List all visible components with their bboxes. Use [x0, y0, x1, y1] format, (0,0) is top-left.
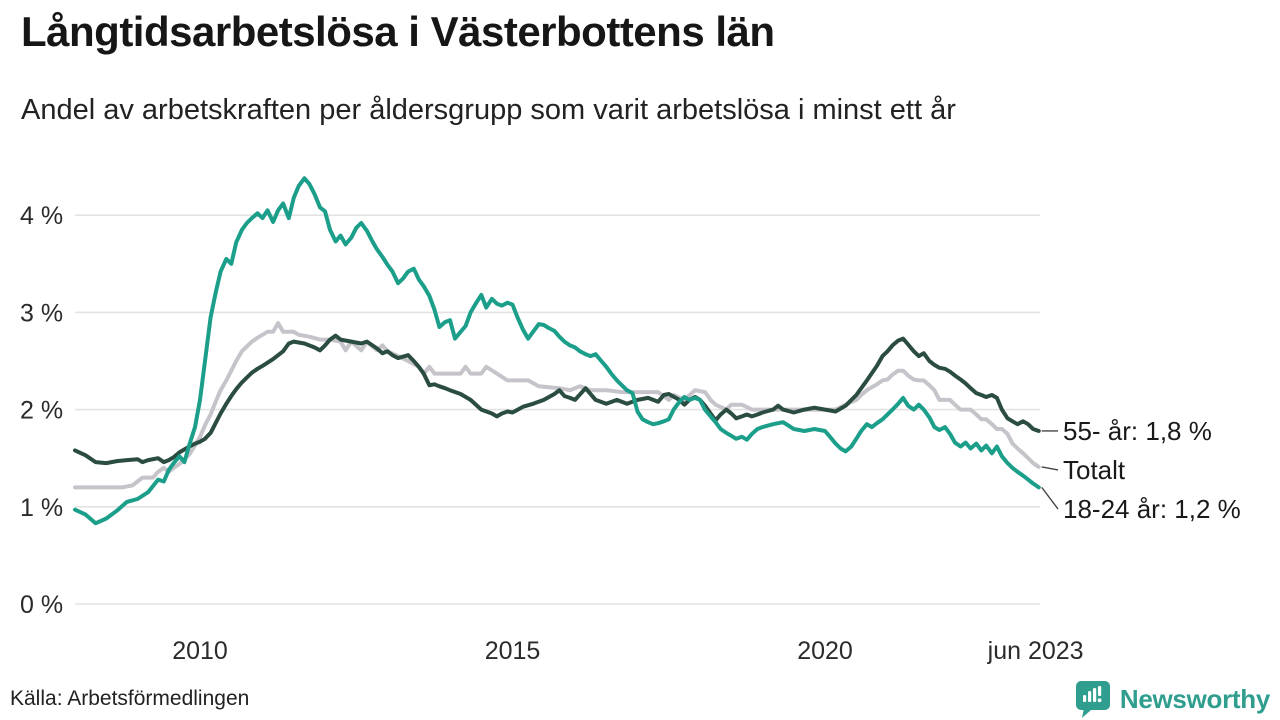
newsworthy-bars-icon	[1075, 681, 1110, 718]
series-line-55plus	[73, 333, 1041, 466]
y-tick-label: 2 %	[20, 397, 63, 425]
series-end-label-55plus: 55- år: 1,8 %	[1063, 416, 1212, 446]
y-tick-label: 4 %	[20, 202, 63, 230]
chart-title: Långtidsarbetslösa i Västerbottens län	[21, 8, 775, 55]
x-tick-label: 2020	[797, 637, 853, 665]
y-tick-label: 3 %	[20, 299, 63, 327]
series-line-18-24	[73, 176, 1041, 526]
series-end-label-18-24: 18-24 år: 1,2 %	[1063, 494, 1241, 524]
x-tick-label: 2015	[485, 637, 541, 665]
newsworthy-logo: Newsworthy	[1074, 679, 1270, 719]
series-end-label-totalt: Totalt	[1063, 455, 1126, 485]
y-tick-label: 0 %	[20, 591, 63, 619]
x-tick-label: 2010	[172, 637, 228, 665]
series-line-totalt	[73, 321, 1041, 490]
source-note: Källa: Arbetsförmedlingen	[10, 687, 250, 710]
y-tick-label: 1 %	[20, 494, 63, 522]
newsworthy-logo-text: Newsworthy	[1119, 683, 1270, 714]
chart-subtitle: Andel av arbetskraften per åldersgrupp s…	[21, 94, 956, 126]
label-leader-line-totalt	[1041, 466, 1059, 471]
label-leader-line-18-24	[1041, 486, 1059, 510]
x-tick-label: jun 2023	[987, 637, 1084, 665]
